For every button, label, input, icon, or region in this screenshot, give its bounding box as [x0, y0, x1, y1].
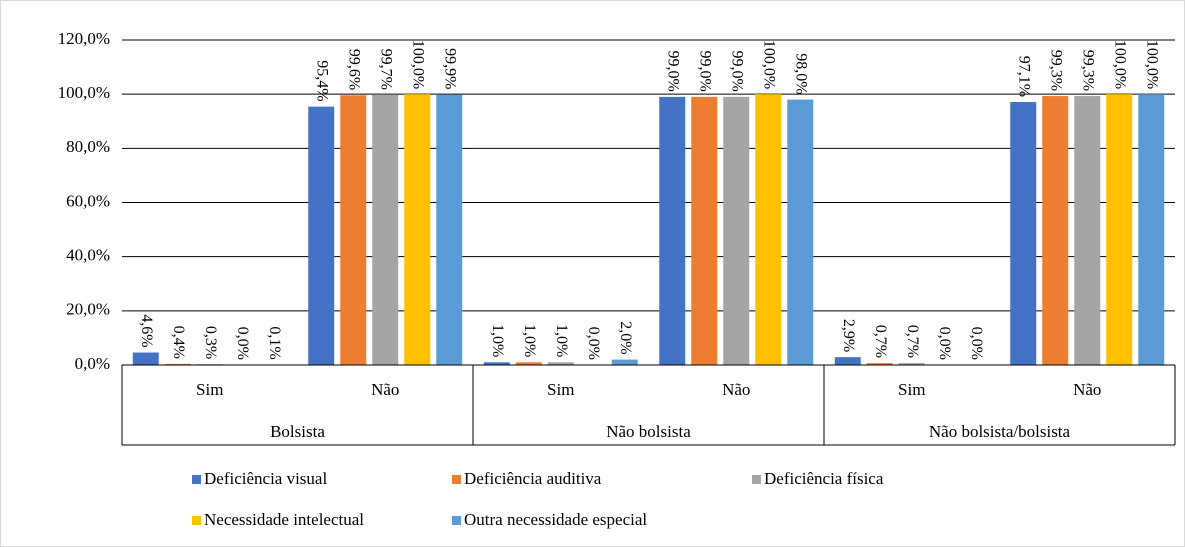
x-tick-label: Não — [371, 380, 399, 399]
bar — [866, 363, 893, 365]
value-label: 2,0% — [617, 321, 634, 354]
bar — [755, 94, 782, 366]
value-label: 1,0% — [489, 324, 506, 357]
value-label: 0,7% — [872, 325, 889, 358]
y-tick-label: 80,0% — [66, 137, 110, 156]
value-label: 95,4% — [314, 60, 331, 101]
value-label: 100,0% — [410, 40, 427, 89]
x-tick-label: Sim — [547, 380, 574, 399]
bar — [132, 352, 159, 365]
x-tick-label: Sim — [898, 380, 925, 399]
group-label: Não bolsista — [606, 422, 691, 441]
value-label: 1,0% — [521, 324, 538, 357]
bar — [1010, 102, 1037, 365]
value-label: 99,9% — [442, 48, 459, 89]
bar — [611, 359, 638, 365]
value-label: 1,0% — [553, 324, 570, 357]
value-label: 4,6% — [138, 314, 155, 347]
bar — [1138, 94, 1165, 366]
value-label: 0,0% — [585, 327, 602, 360]
bar — [691, 96, 718, 365]
legend-label: Outra necessidade especial — [464, 510, 647, 529]
value-label: 0,1% — [266, 326, 283, 359]
bar — [659, 96, 686, 365]
bar — [164, 363, 191, 365]
x-tick-label: Não — [722, 380, 750, 399]
x-tick-label: Não — [1073, 380, 1101, 399]
x-tick-label: Sim — [196, 380, 223, 399]
value-label: 99,0% — [729, 51, 746, 92]
y-tick-label: 60,0% — [66, 191, 110, 210]
legend-label: Deficiência auditiva — [464, 469, 602, 488]
value-label: 0,0% — [234, 327, 251, 360]
bar — [308, 106, 335, 365]
legend-swatch — [192, 475, 201, 484]
y-tick-label: 40,0% — [66, 246, 110, 265]
legend-swatch — [452, 475, 461, 484]
bar — [834, 357, 861, 365]
value-label: 2,9% — [840, 319, 857, 352]
bar — [483, 362, 510, 365]
legend-label: Deficiência visual — [204, 469, 327, 488]
value-label: 0,0% — [968, 327, 985, 360]
group-label: Não bolsista/bolsista — [929, 422, 1071, 441]
bar — [1106, 94, 1133, 366]
value-label: 99,3% — [1080, 50, 1097, 91]
y-tick-label: 100,0% — [58, 83, 110, 102]
value-label: 100,0% — [761, 40, 778, 89]
value-label: 97,1% — [1016, 56, 1033, 97]
bar — [1042, 96, 1069, 365]
value-label: 0,4% — [170, 326, 187, 359]
bar — [436, 94, 463, 365]
value-label: 99,0% — [697, 51, 714, 92]
value-label: 99,3% — [1048, 50, 1065, 91]
legend-swatch — [452, 516, 461, 525]
y-tick-label: 20,0% — [66, 300, 110, 319]
value-label: 99,7% — [378, 49, 395, 90]
legend-label: Deficiência física — [764, 469, 884, 488]
bar — [372, 94, 399, 366]
bar — [898, 363, 925, 365]
bar — [1074, 96, 1101, 365]
value-label: 99,6% — [346, 49, 363, 90]
legend-label: Necessidade intelectual — [204, 510, 364, 529]
bar — [723, 96, 750, 365]
legend-swatch — [752, 475, 761, 484]
value-label: 100,0% — [1144, 40, 1161, 89]
bar — [340, 95, 367, 365]
value-label: 98,0% — [793, 53, 810, 94]
value-label: 99,0% — [665, 51, 682, 92]
bar — [515, 362, 542, 365]
bar — [787, 99, 814, 365]
value-label: 0,3% — [202, 326, 219, 359]
group-label: Bolsista — [270, 422, 325, 441]
y-tick-label: 0,0% — [75, 354, 110, 373]
value-label: 100,0% — [1112, 40, 1129, 89]
bar — [404, 94, 431, 366]
bar — [547, 362, 574, 365]
value-label: 0,0% — [936, 327, 953, 360]
value-label: 0,7% — [904, 325, 921, 358]
legend-swatch — [192, 516, 201, 525]
y-tick-label: 120,0% — [58, 29, 110, 48]
